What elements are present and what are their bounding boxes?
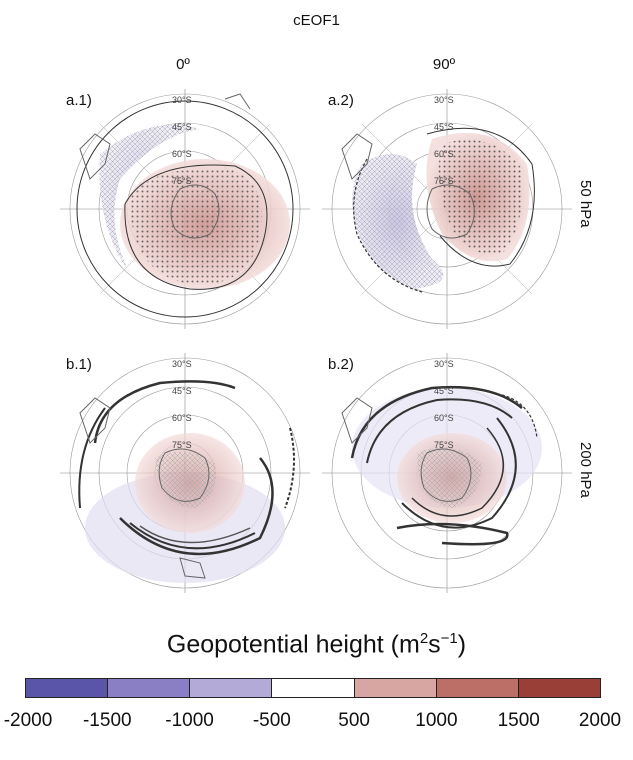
panel-label-b2: b.2): [328, 356, 354, 373]
lat-label-45: 45°S: [434, 386, 454, 396]
colorbar-segment-0: [26, 679, 109, 697]
panel-label-a1: a.1): [66, 92, 92, 109]
column-label-90: 90º: [432, 56, 456, 73]
lat-label-60: 60°S: [434, 149, 454, 159]
lat-label-75: 75°S: [172, 440, 192, 450]
lat-label-60: 60°S: [172, 149, 192, 159]
column-label-0: 0º: [176, 56, 190, 73]
map-panel-b1: 30°S 45°S 60°S 75°S: [60, 353, 310, 593]
colorbar-tick-6: 1500: [497, 710, 540, 731]
colorbar-tick-5: 1000: [415, 710, 458, 731]
lat-label-45: 45°S: [172, 386, 192, 396]
colorbar-segment-2: [190, 679, 273, 697]
lat-label-30: 30°S: [434, 359, 454, 369]
row-label-200hpa: 200 hPa: [577, 442, 594, 498]
colorbar: [25, 678, 601, 698]
colorbar-segment-5: [436, 679, 519, 697]
lat-label-30: 30°S: [172, 95, 192, 105]
map-panel-a1: 30°S 45°S 60°S 75°S: [60, 89, 310, 329]
lat-label-45: 45°S: [434, 122, 454, 132]
colorbar-tick-7: 2000: [578, 710, 622, 731]
row-label-50hpa: 50 hPa: [577, 180, 594, 228]
lat-label-60: 60°S: [172, 413, 192, 423]
lat-label-75: 75°S: [434, 176, 454, 186]
map-panel-a2: 30°S 45°S 60°S 75°S: [322, 89, 572, 329]
colorbar-segment-3: [272, 679, 355, 697]
colorbar-tick-1: -1500: [82, 710, 132, 731]
colorbar-title: Geopotential height (m2s−1): [166, 630, 467, 659]
colorbar-tick-4: 500: [338, 710, 370, 731]
lat-label-60: 60°S: [434, 413, 454, 423]
lat-label-75: 75°S: [434, 440, 454, 450]
colorbar-segment-1: [108, 679, 191, 697]
map-panel-b2: 30°S 45°S 60°S 75°S: [322, 353, 572, 593]
colorbar-tick-2: -1000: [165, 710, 214, 731]
colorbar-tick-3: -500: [252, 710, 291, 731]
lat-label-45: 45°S: [172, 122, 192, 132]
lat-label-75: 75°S: [172, 176, 192, 186]
figure-title: cEOF1: [293, 12, 340, 29]
panel-label-a2: a.2): [328, 92, 354, 109]
lat-label-30: 30°S: [172, 359, 192, 369]
colorbar-segment-4: [354, 679, 437, 697]
colorbar-segment-6: [518, 679, 600, 697]
colorbar-tick-0: -2000: [3, 710, 53, 731]
panel-label-b1: b.1): [66, 356, 92, 373]
lat-label-30: 30°S: [434, 95, 454, 105]
